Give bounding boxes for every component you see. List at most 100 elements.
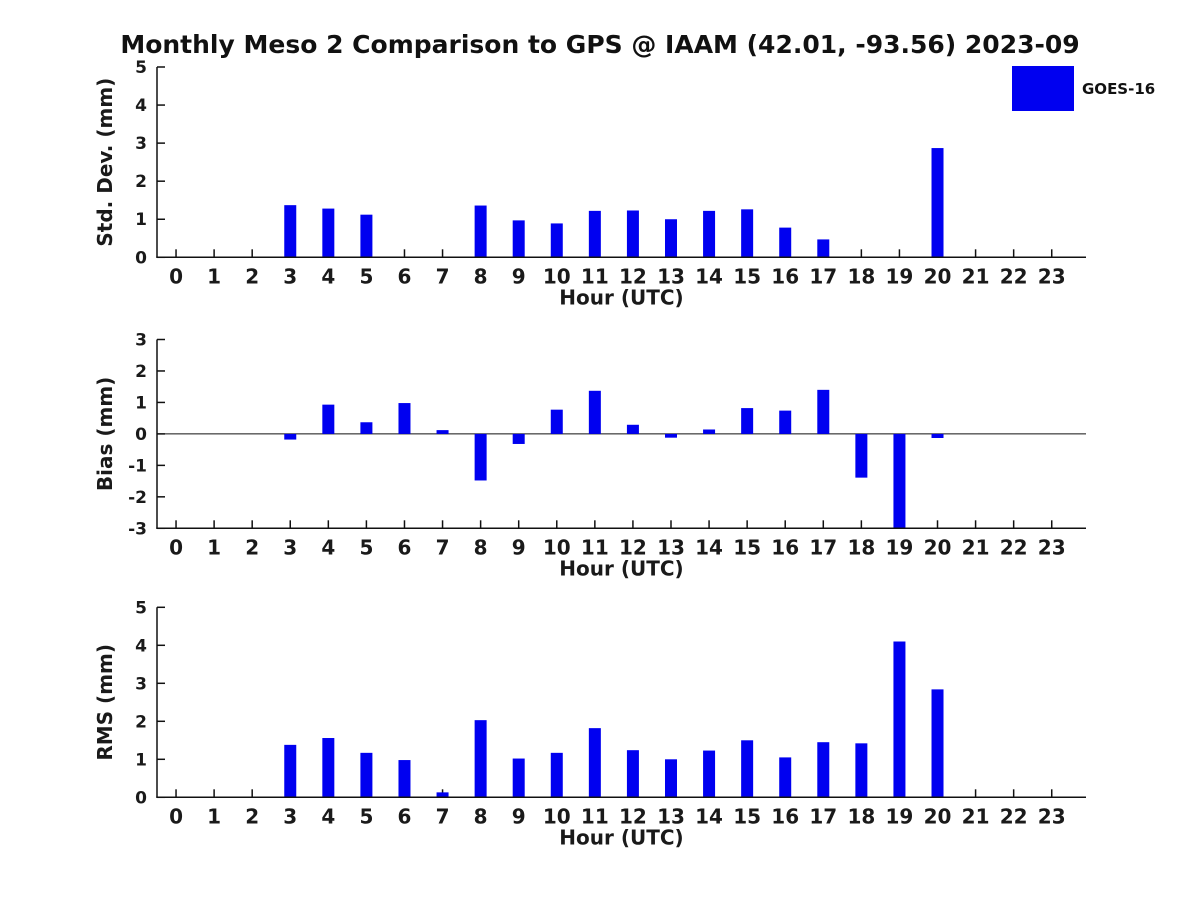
y-tick-label-rms: 4 [135,636,147,656]
x-tick-label-rms: 15 [733,804,761,828]
x-tick-label-std_dev: 6 [398,264,412,288]
bar-bias-h10 [550,409,563,434]
x-tick-label-std_dev: 16 [771,264,799,288]
x-tick-label-rms: 23 [1038,804,1066,828]
x-tick-label-rms: 11 [581,804,609,828]
x-tick-label-bias: 5 [359,535,373,559]
x-tick-label-std_dev: 17 [809,264,837,288]
bar-std_dev-h3 [284,205,297,258]
bar-rms-h13 [664,759,677,798]
bar-rms-h14 [703,750,716,798]
x-tick-label-bias: 19 [886,535,914,559]
bar-std_dev-h5 [360,214,373,258]
x-tick-label-bias: 7 [436,535,450,559]
chart-title: Monthly Meso 2 Comparison to GPS @ IAAM … [120,30,1080,59]
x-tick-label-std_dev: 12 [619,264,647,288]
x-tick-label-rms: 2 [245,804,259,828]
bar-bias-h13 [664,433,677,438]
bar-bias-h15 [741,408,754,434]
x-tick-label-bias: 14 [695,535,723,559]
x-tick-label-rms: 21 [962,804,990,828]
legend: GOES-16 [1012,66,1155,111]
bar-rms-h10 [550,752,563,798]
x-tick-label-bias: 2 [245,535,259,559]
x-tick-label-bias: 6 [398,535,412,559]
y-tick-label-std_dev: 1 [135,210,147,230]
x-tick-label-std_dev: 15 [733,264,761,288]
x-tick-label-rms: 20 [924,804,952,828]
y-axis-label-std_dev: Std. Dev. (mm) [93,78,117,247]
bar-rms-h19 [893,641,906,798]
x-tick-label-rms: 9 [512,804,526,828]
bar-rms-h4 [322,738,335,798]
x-tick-label-std_dev: 4 [321,264,335,288]
x-tick-label-rms: 22 [1000,804,1028,828]
x-axis-label-bias: Hour (UTC) [559,556,683,580]
bar-bias-h6 [398,403,411,434]
x-tick-label-rms: 8 [474,804,488,828]
x-tick-label-std_dev: 18 [847,264,875,288]
x-tick-label-rms: 7 [436,804,450,828]
bar-bias-h18 [855,433,868,478]
bar-std_dev-h8 [474,205,487,258]
x-tick-label-std_dev: 1 [207,264,221,288]
bar-bias-h20 [931,433,944,438]
bar-bias-h8 [474,433,487,481]
x-tick-label-std_dev: 0 [169,264,183,288]
bar-std_dev-h12 [626,210,639,258]
x-tick-label-std_dev: 23 [1038,264,1066,288]
x-tick-label-bias: 20 [924,535,952,559]
y-tick-label-bias: -3 [128,519,147,539]
bar-std_dev-h17 [817,239,830,258]
bar-rms-h17 [817,742,830,798]
x-tick-label-bias: 13 [657,535,685,559]
bar-bias-h19 [893,433,906,529]
x-tick-label-bias: 22 [1000,535,1028,559]
bar-std_dev-h15 [741,209,754,258]
bar-bias-h4 [322,404,335,434]
bar-bias-h7 [436,430,449,434]
x-tick-label-bias: 1 [207,535,221,559]
bar-std_dev-h11 [588,210,601,258]
bar-rms-h6 [398,760,411,798]
bar-bias-h16 [779,410,792,434]
bar-std_dev-h4 [322,208,335,258]
bar-bias-h12 [626,424,639,434]
bar-std_dev-h9 [512,220,525,258]
y-tick-label-rms: 1 [135,750,147,770]
bar-rms-h3 [284,744,297,798]
x-tick-label-std_dev: 7 [436,264,450,288]
x-tick-label-bias: 18 [847,535,875,559]
x-tick-label-rms: 16 [771,804,799,828]
bar-rms-h9 [512,758,525,798]
legend-label: GOES-16 [1082,79,1156,98]
x-tick-label-rms: 14 [695,804,723,828]
x-tick-label-rms: 1 [207,804,221,828]
x-tick-label-rms: 12 [619,804,647,828]
x-tick-label-bias: 9 [512,535,526,559]
y-tick-label-rms: 3 [135,674,147,694]
y-axis-label-bias: Bias (mm) [93,377,117,491]
y-tick-label-std_dev: 5 [135,58,147,78]
x-tick-label-bias: 8 [474,535,488,559]
bar-bias-h11 [588,390,601,434]
x-tick-label-std_dev: 14 [695,264,723,288]
bar-bias-h5 [360,422,373,434]
x-tick-label-bias: 3 [283,535,297,559]
x-tick-label-rms: 5 [359,804,373,828]
x-tick-label-std_dev: 11 [581,264,609,288]
bar-rms-h20 [931,689,944,798]
bar-rms-h16 [779,757,792,798]
x-tick-label-bias: 16 [771,535,799,559]
x-tick-label-bias: 0 [169,535,183,559]
x-tick-label-std_dev: 19 [886,264,914,288]
x-tick-label-bias: 10 [543,535,571,559]
y-tick-label-std_dev: 3 [135,134,147,154]
y-tick-label-bias: 0 [135,425,147,445]
bar-rms-h15 [741,740,754,798]
x-tick-label-std_dev: 5 [359,264,373,288]
bar-rms-h18 [855,743,868,798]
x-axis-label-std_dev: Hour (UTC) [559,285,683,309]
bar-bias-h14 [703,429,716,434]
